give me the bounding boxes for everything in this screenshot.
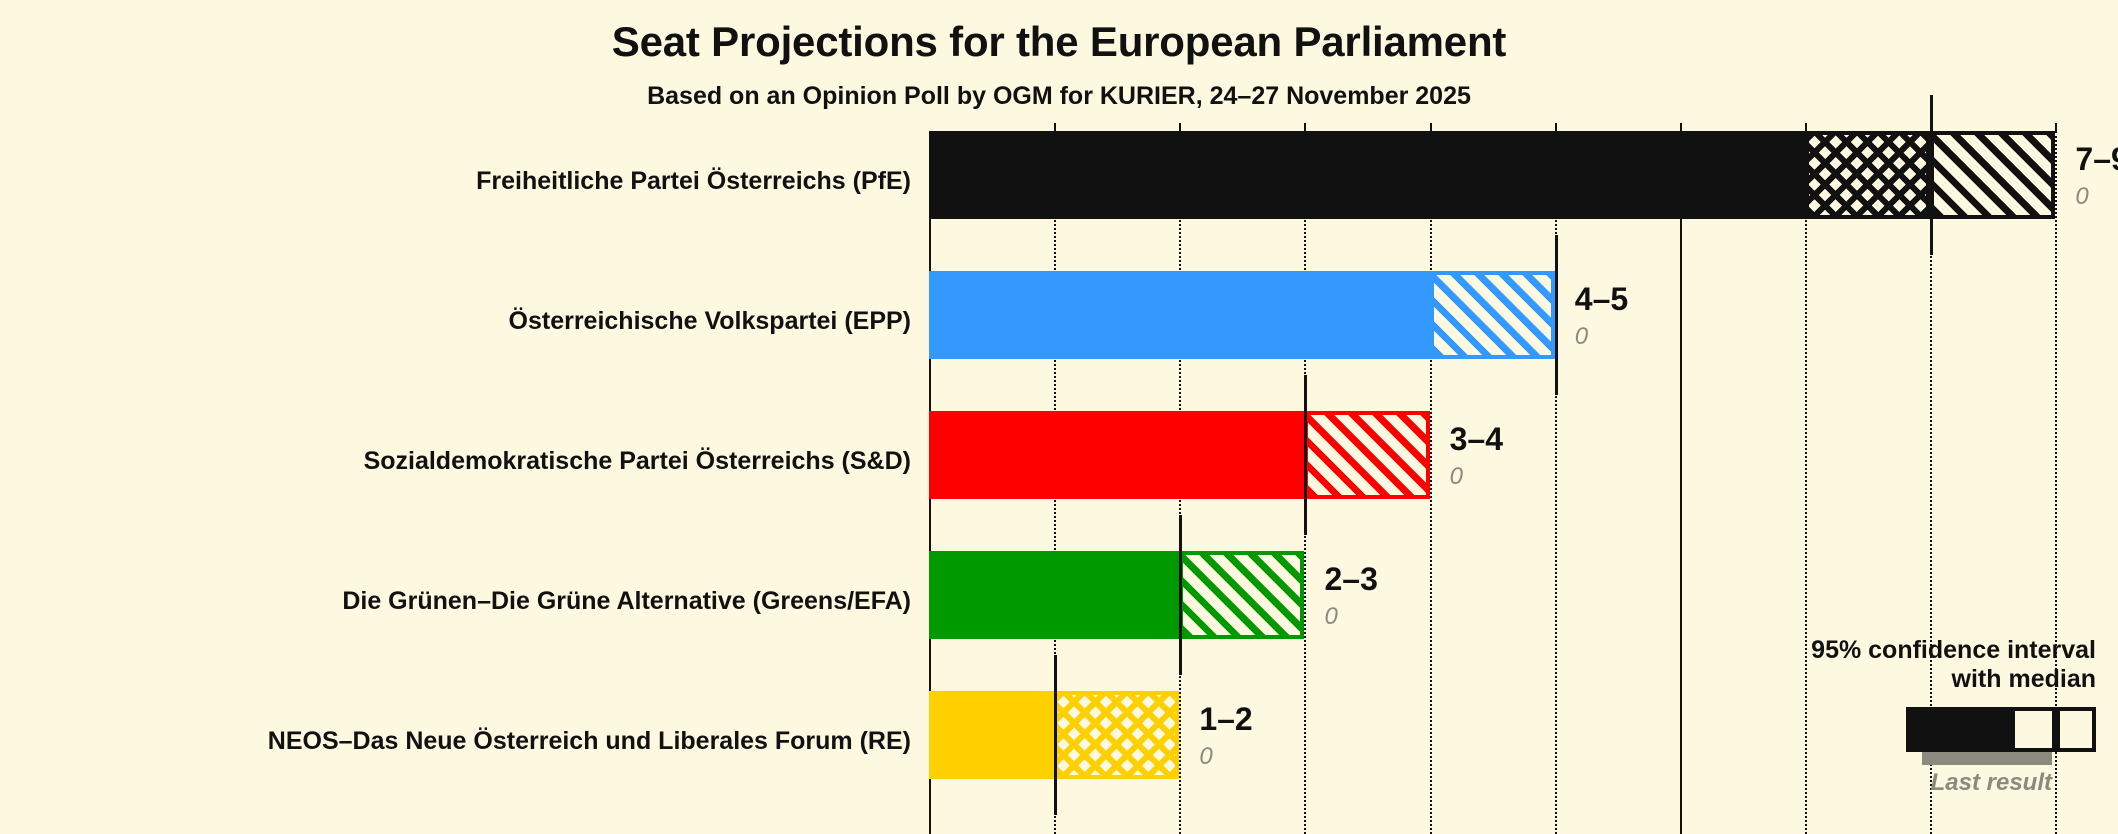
gridline-tick-1 (1054, 123, 1057, 133)
legend-last-result-label: Last result (1930, 768, 2052, 796)
last-result-value: 0 (1199, 743, 1213, 770)
bar-segment-solid (929, 131, 1806, 219)
legend-line-2: with median (1951, 665, 2096, 694)
gridline-9 (2055, 123, 2059, 834)
copyright-notice: © 2025 Filip van Laenen (2104, 0, 2116, 4)
legend-seg-diagonal (2056, 706, 2096, 752)
bar-row: Österreichische Volkspartei (EPP) 4–5 0 (0, 235, 2118, 411)
legend-seg-crosshatch (2010, 706, 2057, 752)
confidence-interval-bar[interactable] (929, 131, 2056, 219)
seat-range-label: 7–9 (2075, 141, 2118, 177)
last-result-value: 0 (1574, 323, 1589, 350)
last-result-value: 0 (2075, 183, 2089, 210)
party-label: Sozialdemokratische Partei Österreichs (… (363, 447, 911, 475)
bar-segment-crosshatch (1054, 691, 1180, 779)
seat-range-label: 3–4 (1449, 421, 1504, 457)
party-label: Österreichische Volkspartei (EPP) (508, 307, 911, 335)
bar-row: NEOS–Das Neue Österreich und Liberales F… (0, 655, 2118, 831)
confidence-interval-bar[interactable] (929, 691, 1180, 779)
bar-segment-diagonal (1179, 551, 1305, 639)
bar-segment-solid (929, 411, 1305, 499)
confidence-interval-bar[interactable] (929, 271, 1555, 359)
bar-segment-solid (929, 551, 1180, 639)
bar-segment-diagonal (1429, 271, 1555, 359)
plot-area: Freiheitliche Partei Österreichs (PfE) 7–… (268, 95, 2118, 834)
legend-seg-solid (1906, 706, 2011, 752)
confidence-interval-bar[interactable] (929, 411, 1430, 499)
bar-segment-diagonal (1304, 411, 1430, 499)
bar-segment-solid (929, 271, 1430, 359)
confidence-interval-bar[interactable] (929, 551, 1305, 639)
gridline-tick-2 (1179, 123, 1182, 133)
gridline-tick-4 (1429, 123, 1432, 133)
median-marker (1554, 235, 1558, 395)
gridline-4 (1429, 123, 1434, 834)
page-title: Seat Projections for the European Parlia… (611, 18, 1507, 65)
gridline-tick-9 (2055, 123, 2058, 133)
party-label: NEOS–Das Neue Österreich und Liberales F… (267, 727, 911, 755)
bar-segment-crosshatch (1805, 131, 1931, 219)
bar-row: Die Grünen–Die Grüne Alternative (Greens… (0, 515, 2118, 691)
gridline-tick-3 (1304, 123, 1307, 133)
legend-last-result-bar (1922, 751, 2052, 765)
last-result-value: 0 (1449, 463, 1463, 490)
party-label: Freiheitliche Partei Österreichs (PfE) (476, 167, 911, 195)
last-result-value: 0 (1324, 603, 1338, 630)
median-marker (1930, 95, 1934, 255)
median-marker (1304, 375, 1308, 535)
seat-range-label: 1–2 (1199, 701, 1253, 737)
chart-subtitle: Based on an Opinion Poll by OGM for KURI… (647, 82, 1471, 110)
gridline-7 (1805, 123, 1809, 834)
median-marker (1179, 515, 1183, 675)
bar-row: Freiheitliche Partei Österreichs (PfE) 7–… (0, 95, 2118, 271)
bar-segment-solid (929, 691, 1055, 779)
gridline-tick-6 (1679, 123, 1682, 133)
chart-legend: 95% confidence interval with median Last… (1676, 636, 2096, 797)
bar-row: Sozialdemokratische Partei Österreichs (… (0, 375, 2118, 551)
gridline-5 (1554, 123, 1559, 834)
median-marker (1054, 655, 1058, 815)
seat-range-label: 4–5 (1574, 281, 1629, 317)
bar-segment-diagonal (1930, 131, 2056, 219)
gridline-6 (1679, 123, 1684, 834)
gridline-tick-7 (1805, 123, 1808, 133)
legend-ci-bar (1906, 706, 2096, 752)
legend-line-1: 95% confidence interval (1811, 636, 2096, 664)
gridline-tick-5 (1554, 123, 1557, 133)
seat-range-label: 2–3 (1324, 561, 1378, 597)
party-label: Die Grünen–Die Grüne Alternative (Greens… (342, 587, 911, 615)
